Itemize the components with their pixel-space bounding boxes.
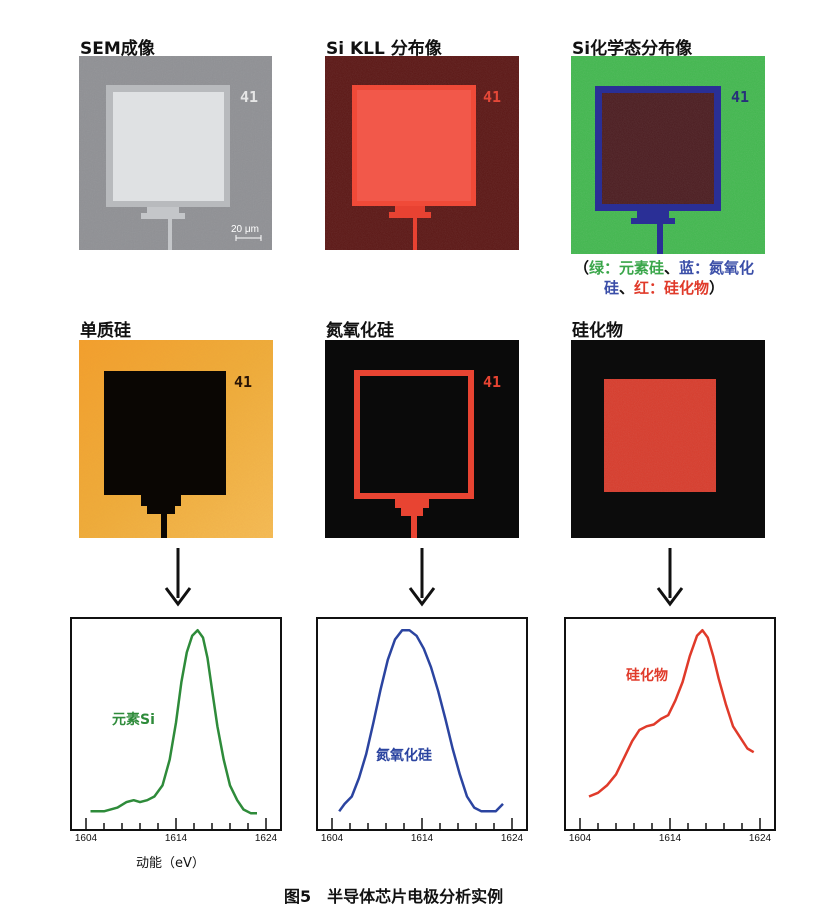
down-arrow-icon <box>656 548 684 608</box>
panel-title-si-chemical-state: Si化学态分布像 <box>572 39 693 59</box>
figure-caption: 图5 半导体芯片电极分析实例 <box>284 887 504 906</box>
panel-title-si-kll: Si KLL 分布像 <box>326 39 442 59</box>
tick-label: 1604 <box>74 833 98 844</box>
legend-separator: 、 <box>619 279 635 297</box>
spectrum-line <box>338 628 504 813</box>
spectrum-line <box>588 628 755 798</box>
spectrum-plot <box>316 617 528 831</box>
silicon-oxynitride-map-image: 41 <box>325 340 519 538</box>
chip-number-label: 41 <box>234 373 252 391</box>
spectrum-plot <box>564 617 776 831</box>
spectrum-chart-silicide: 硅化物 1604 1614 1624 <box>564 617 776 845</box>
tick-label: 1604 <box>320 833 344 844</box>
si-chemical-state-map-image: 41 <box>571 56 765 254</box>
panel-title-elemental-si: 单质硅 <box>80 321 131 341</box>
legend-green: 绿：元素硅 <box>589 259 665 277</box>
scale-bar-label: 20 μm <box>231 224 259 235</box>
legend-line-1: （绿：元素硅、蓝：氮氧化 <box>574 258 754 278</box>
legend-blue: 蓝：氮氧化 <box>679 259 755 277</box>
tick-label: 1614 <box>658 833 682 844</box>
legend-line-2: 硅、红：硅化物） <box>574 278 754 298</box>
series-label: 氮氧化硅 <box>376 748 432 764</box>
tick-label: 1624 <box>748 833 772 844</box>
series-label: 元素Si <box>112 712 155 728</box>
legend-open-paren: （ <box>574 259 590 277</box>
spectrum-chart-elemental-si: 元素Si 1604 1614 1624 <box>70 617 282 845</box>
tick-label: 1624 <box>254 833 278 844</box>
plot-frame <box>564 617 776 831</box>
legend-close-paren: ） <box>709 279 725 297</box>
chip-number-label: 41 <box>483 88 501 106</box>
spectrum-line <box>90 628 257 815</box>
elemental-si-map-image: 41 <box>79 340 273 538</box>
chip-number-label: 41 <box>483 373 501 391</box>
chip-number-label: 41 <box>731 88 749 106</box>
sem-image: 41 20 μm <box>79 56 272 250</box>
down-arrow-icon <box>408 548 436 608</box>
scale-bar <box>235 235 262 241</box>
tick-label: 1614 <box>410 833 434 844</box>
spectrum-plot <box>70 617 282 831</box>
si-kll-map-image: 41 <box>325 56 519 250</box>
legend-separator: 、 <box>664 259 680 277</box>
series-label: 硅化物 <box>626 668 668 684</box>
silicide-map-image <box>571 340 765 538</box>
x-axis-label: 动能（eV） <box>136 856 205 871</box>
panel-title-sem: SEM成像 <box>80 39 155 59</box>
spectrum-chart-silicon-oxynitride: 氮氧化硅 1604 1614 1624 <box>316 617 528 845</box>
panel-title-silicon-oxynitride: 氮氧化硅 <box>326 321 394 341</box>
chip-number-label: 41 <box>240 88 258 106</box>
legend-red: 红：硅化物 <box>634 279 710 297</box>
color-legend-note: （绿：元素硅、蓝：氮氧化 硅、红：硅化物） <box>574 258 754 298</box>
down-arrow-icon <box>164 548 192 608</box>
tick-label: 1624 <box>500 833 524 844</box>
panel-title-silicide: 硅化物 <box>572 321 623 341</box>
tick-label: 1614 <box>164 833 188 844</box>
tick-label: 1604 <box>568 833 592 844</box>
legend-blue-cont: 硅 <box>604 279 620 297</box>
